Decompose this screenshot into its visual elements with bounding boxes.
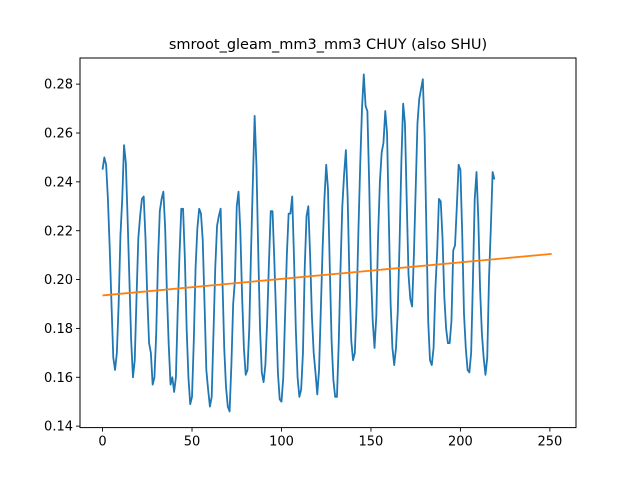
plot-frame xyxy=(79,57,577,429)
y-tick-label: 0.22 xyxy=(44,224,73,239)
series-line-1 xyxy=(102,253,552,297)
x-tick-label: 150 xyxy=(359,435,384,450)
y-tick-label: 0.18 xyxy=(44,322,73,337)
x-tick-label: 200 xyxy=(448,435,473,450)
y-tick-label: 0.26 xyxy=(44,127,73,142)
x-tick-label: 250 xyxy=(537,435,562,450)
y-tick-label: 0.14 xyxy=(44,420,73,435)
x-tick-label: 100 xyxy=(269,435,294,450)
y-tick-label: 0.24 xyxy=(44,175,73,190)
y-tick-label: 0.20 xyxy=(44,273,73,288)
x-axis: 0 50 100 150 200 250 xyxy=(98,427,562,450)
series-line-0 xyxy=(101,73,496,413)
x-tick-label: 50 xyxy=(184,435,201,450)
y-tick-label: 0.28 xyxy=(44,78,73,93)
series-layer xyxy=(101,73,552,413)
chart-title: smroot_gleam_mm3_mm3 CHUY (also SHU) xyxy=(169,37,487,53)
x-tick-label: 0 xyxy=(98,435,106,450)
y-tick-label: 0.16 xyxy=(44,371,73,386)
y-axis: 0.14 0.16 0.18 0.20 0.22 0.24 0.26 0.28 xyxy=(44,78,80,435)
